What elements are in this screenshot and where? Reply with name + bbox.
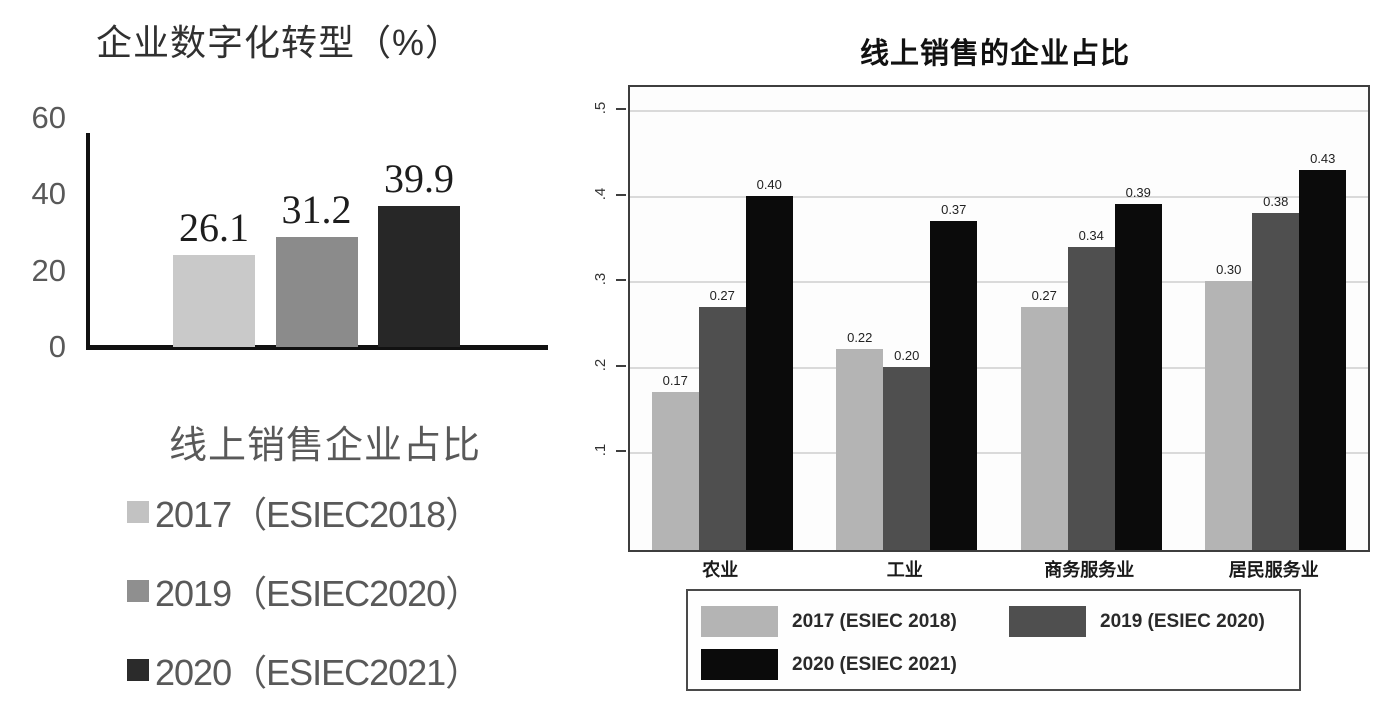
left-y-axis-line [86,133,90,349]
left-legend-item: 2020（ESIEC2021） [127,648,507,693]
right-y-tick [616,279,626,281]
left-legend-swatch [127,580,149,602]
right-bar-value-label: 0.27 [709,287,735,303]
left-legend-label: 2017（ESIEC2018） [155,494,481,535]
right-y-tick-label: .4 [592,187,609,200]
right-legend-swatch [701,649,778,680]
right-chart-title: 线上销售的企业占比 [859,38,1130,70]
right-bar-value-label: 0.22 [847,330,873,346]
right-category-label: 商务服务业 [1044,560,1135,580]
right-gridline [630,452,1368,454]
left-y-tick-label: 20 [31,252,66,288]
right-category-label: 居民服务业 [1228,560,1319,580]
right-y-tick-label: .2 [592,358,609,371]
right-bar [1205,281,1253,550]
right-bar [698,306,746,550]
left-legend-title: 线上销售企业占比 [168,425,481,467]
right-legend-label: 2017 (ESIEC 2018) [792,611,957,632]
right-bar [1252,212,1300,550]
right-y-tick-label: .3 [592,272,609,286]
right-bar [1114,204,1162,550]
right-bar [883,366,931,550]
right-gridline [630,281,1368,283]
left-y-tick-label: 60 [31,99,66,135]
right-legend-box: 2017 (ESIEC 2018) 2019 (ESIEC 2020) 2020 (… [686,589,1301,691]
right-y-tick [616,108,626,110]
left-legend-label: 2019（ESIEC2020） [155,573,481,614]
right-bar [930,221,978,550]
right-plot-area: 0.17 0.27 0.40 0.22 0.20 0.37 0.27 0.34 0.39 0.30… [628,85,1370,552]
right-y-tick-label: .1 [592,443,609,457]
right-y-tick [616,450,626,452]
right-bar-value-label: 0.39 [1125,185,1151,201]
right-bar [651,392,699,550]
left-y-tick-label: 40 [31,176,66,212]
left-legend-swatch [127,659,149,681]
left-legend: 2017（ESIEC2018） 2019（ESIEC2020） 2020（ESIEC… [127,490,507,712]
left-legend-item: 2019（ESIEC2020） [127,569,507,614]
left-bar-value-label: 39.9 [384,156,454,202]
left-bar-value-label: 26.1 [179,204,249,250]
left-bar [173,254,255,347]
right-category-label: 农业 [702,560,739,580]
right-gridline [630,366,1368,369]
left-chart-title: 企业数字化转型（%） [96,22,463,63]
right-bar-value-label: 0.43 [1310,150,1336,166]
left-bar [378,206,460,347]
right-bar [1020,306,1068,550]
right-gridline [630,110,1368,112]
right-legend-swatch [701,606,778,637]
right-y-tick [616,193,626,196]
right-y-tick [616,364,626,367]
right-bar-value-label: 0.20 [894,347,920,363]
left-legend-swatch [127,501,149,523]
right-bar-value-label: 0.27 [1031,287,1057,303]
right-category-label: 工业 [886,560,923,580]
right-bar [1299,169,1347,550]
right-gridline [630,195,1368,198]
right-y-tick-label: .5 [592,101,609,115]
left-legend-item: 2017（ESIEC2018） [127,490,507,535]
right-bar-value-label: 0.38 [1263,193,1289,209]
right-bar-value-label: 0.17 [662,373,688,389]
right-bar-value-label: 0.37 [941,202,967,218]
right-bar [1067,246,1115,550]
right-bar-value-label: 0.40 [756,176,782,192]
right-bar-value-label: 0.34 [1078,227,1104,243]
right-bar-value-label: 0.30 [1216,262,1242,277]
right-bar [836,349,884,550]
left-bar-value-label: 31.2 [281,186,352,232]
right-legend-label: 2020 (ESIEC 2021) [792,654,957,675]
right-bar [745,195,793,550]
left-y-tick-label: 0 [48,329,66,364]
left-x-axis-line [86,345,548,350]
right-legend-label: 2019 (ESIEC 2020) [1100,611,1265,632]
left-bar [275,236,358,347]
left-legend-label: 2020（ESIEC2021） [155,652,481,693]
right-legend-swatch [1009,606,1086,637]
